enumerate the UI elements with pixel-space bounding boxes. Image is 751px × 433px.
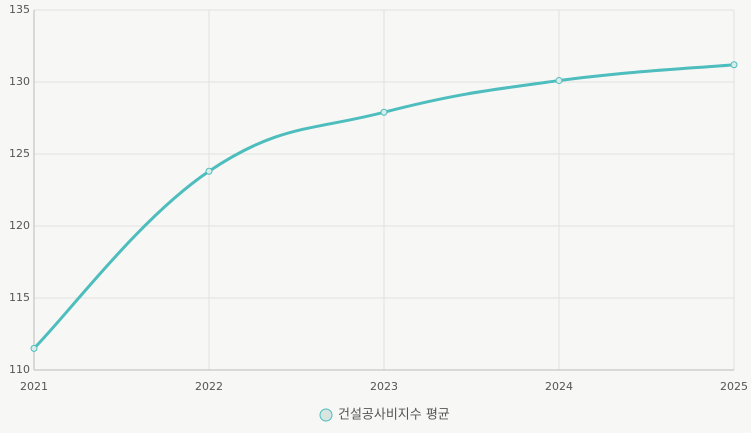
y-tick-label: 120: [9, 219, 30, 232]
y-tick-label: 115: [9, 291, 30, 304]
x-tick-label: 2025: [720, 380, 748, 393]
x-tick-label: 2021: [20, 380, 48, 393]
legend-marker: [319, 408, 333, 422]
x-tick-label: 2023: [370, 380, 398, 393]
y-tick-label: 135: [9, 3, 30, 16]
point: [380, 108, 388, 116]
point: [205, 167, 213, 175]
point: [30, 344, 38, 352]
point: [555, 77, 563, 85]
point: [730, 61, 738, 69]
legend-label: 건설공사비지수 평균: [338, 408, 450, 423]
x-tick-label: 2022: [195, 380, 223, 393]
y-tick-label: 110: [9, 363, 30, 376]
y-tick-label: 125: [9, 147, 30, 160]
y-tick-label: 130: [9, 75, 30, 88]
x-tick-label: 2024: [545, 380, 573, 393]
